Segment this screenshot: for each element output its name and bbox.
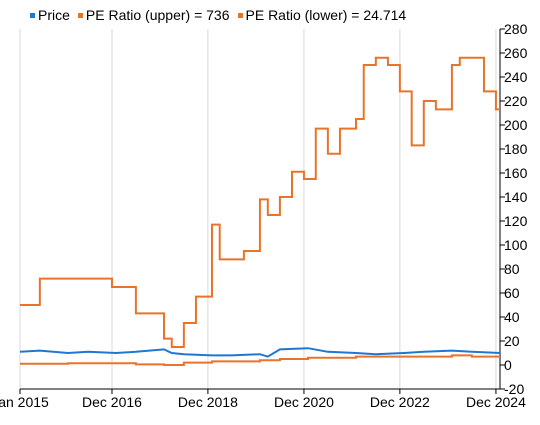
legend-swatch <box>77 12 83 18</box>
legend-item: PE Ratio (upper) = 736 <box>77 7 230 23</box>
y-tick-label: 80 <box>504 261 520 277</box>
legend-label: PE Ratio (lower) = 24.714 <box>245 7 407 23</box>
y-tick-label: 200 <box>504 117 528 133</box>
y-tick-label: 20 <box>504 333 520 349</box>
series-line-1 <box>19 347 501 358</box>
legend: Price PE Ratio (upper) = 736 PE Ratio (low… <box>30 6 414 24</box>
legend-item: PE Ratio (lower) = 24.714 <box>237 7 407 23</box>
x-tick-label: Dec 2016 <box>82 394 142 410</box>
y-tick-label: -20 <box>504 381 524 397</box>
legend-label: PE Ratio (upper) = 736 <box>85 7 230 23</box>
y-tick-label: 60 <box>504 285 520 301</box>
series-line-3 <box>20 354 500 366</box>
y-tick-label: 40 <box>504 309 520 325</box>
x-tick-label: Dec 2020 <box>274 394 334 410</box>
x-tick-label: Dec 2022 <box>370 394 430 410</box>
legend-swatch <box>237 12 243 18</box>
series-line-2 <box>20 56 500 348</box>
y-tick-label: 180 <box>504 141 528 157</box>
x-tick-label: Jan 2015 <box>0 394 49 410</box>
y-tick-label: 240 <box>504 69 528 85</box>
x-tick-label: Dec 2024 <box>466 394 526 410</box>
y-tick-label: 160 <box>504 165 528 181</box>
y-tick-label: 100 <box>504 237 528 253</box>
legend-swatch <box>30 12 35 18</box>
x-tick-label: Dec 2018 <box>178 394 238 410</box>
y-tick-label: 0 <box>504 357 512 373</box>
y-tick-label: 220 <box>504 93 528 109</box>
y-tick-label: 280 <box>504 21 528 37</box>
legend-label: Price <box>38 7 70 23</box>
y-tick-label: 120 <box>504 213 528 229</box>
y-tick-label: 260 <box>504 45 528 61</box>
y-tick-label: 140 <box>504 189 528 205</box>
legend-item: Price <box>30 7 70 23</box>
